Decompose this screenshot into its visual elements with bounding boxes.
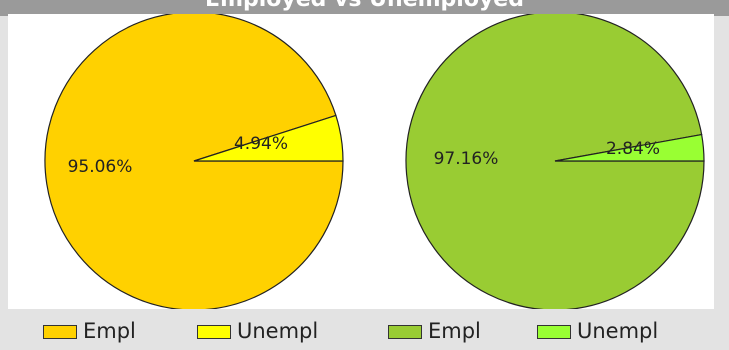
plot-area: 95.06% 4.94% 97.16% 2.84% — [8, 14, 714, 309]
pie-1-slice-unempl — [193, 114, 344, 162]
legend-swatch — [537, 325, 571, 339]
legend-label: Empl — [428, 319, 481, 343]
chart-title: Employed vs Unemployed — [0, 0, 729, 12]
pie-2-value-label-unempl: 2.84% — [606, 139, 660, 159]
legend-swatch — [388, 325, 422, 339]
legend: Empl Unempl Empl Unempl — [0, 312, 729, 348]
legend-label: Unempl — [577, 319, 659, 343]
chart-title-bar: Employed vs Unemployed — [0, 0, 729, 16]
pie-1-value-label-unempl: 4.94% — [234, 134, 288, 154]
pie-2-value-label-empl: 97.16% — [434, 149, 499, 169]
legend-label: Empl — [83, 319, 136, 343]
pie-charts: 95.06% 4.94% 97.16% 2.84% — [44, 14, 705, 309]
legend-swatch — [43, 325, 77, 339]
pie-1-value-label-empl: 95.06% — [68, 157, 133, 177]
legend-swatch — [197, 325, 231, 339]
pie-2-slice-unempl — [554, 133, 705, 162]
legend-label: Unempl — [237, 319, 319, 343]
